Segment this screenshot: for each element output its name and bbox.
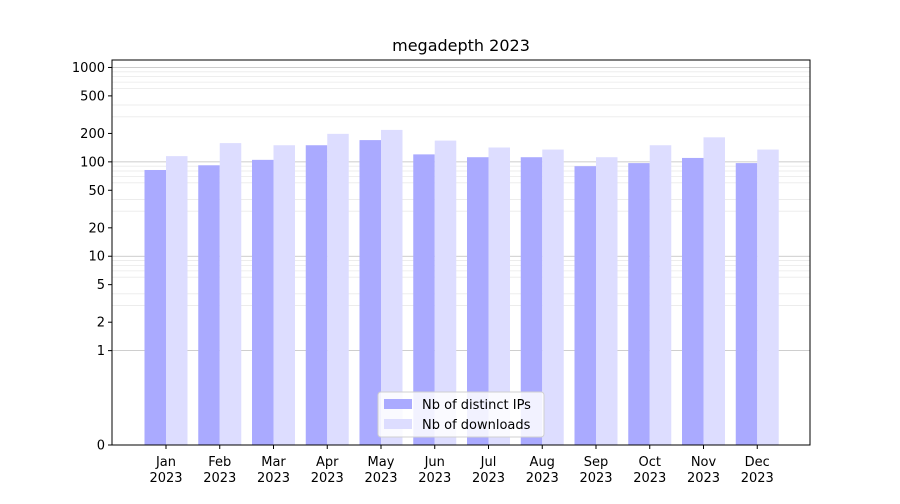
bar-downloads <box>434 140 457 445</box>
x-tick-label-month: Oct <box>639 455 661 470</box>
y-tick-label: 5 <box>97 278 105 293</box>
bar-distinct-ips <box>198 165 220 445</box>
x-tick-label-year: 2023 <box>687 471 720 486</box>
bar-downloads <box>542 149 564 445</box>
x-tick-label-year: 2023 <box>257 471 290 486</box>
x-tick-label: Sep 2023 <box>579 455 612 486</box>
x-tick-label-month: Jan <box>155 455 176 470</box>
x-tick-label-month: Dec <box>745 455 770 470</box>
y-tick-label: 100 <box>80 155 105 170</box>
legend-label: Nb of downloads <box>422 418 531 433</box>
x-tick-label-month: Nov <box>691 455 717 470</box>
x-tick-label: Aug 2023 <box>526 455 559 486</box>
y-tick-label: 50 <box>88 184 105 199</box>
y-tick-label: 1000 <box>72 61 105 76</box>
x-tick-label: Nov 2023 <box>687 455 720 486</box>
bar-distinct-ips <box>144 169 166 446</box>
legend-label: Nb of distinct IPs <box>422 398 531 413</box>
bar-distinct-ips <box>252 159 274 446</box>
y-tick-label: 500 <box>80 89 105 104</box>
x-tick-label-year: 2023 <box>149 471 182 486</box>
bar-downloads <box>703 137 725 446</box>
x-tick-label: Jun 2023 <box>418 455 451 486</box>
plot-frame <box>111 59 811 446</box>
x-tick-label-month: May <box>368 455 395 470</box>
bars <box>144 129 779 446</box>
x-tick-label: Feb 2023 <box>203 455 236 486</box>
bar-distinct-ips <box>574 166 596 445</box>
legend-box <box>377 391 545 438</box>
x-tick-label-month: Jun <box>424 455 445 470</box>
x-tick-label-year: 2023 <box>741 471 774 486</box>
y-tick-label: 10 <box>88 250 105 265</box>
x-tick-label-year: 2023 <box>526 471 559 486</box>
x-tick-label: Apr 2023 <box>311 455 344 486</box>
bar-distinct-ips <box>413 154 435 445</box>
bar-distinct-ips <box>359 140 381 445</box>
x-tick-label-year: 2023 <box>633 471 666 486</box>
bar-distinct-ips <box>682 157 704 445</box>
bar-distinct-ips <box>628 163 650 445</box>
bar-downloads <box>219 143 242 445</box>
y-tick-label: 200 <box>80 127 105 142</box>
x-tick-label: Dec 2023 <box>741 455 774 486</box>
bar-distinct-ips <box>520 157 543 446</box>
x-tick-label-year: 2023 <box>364 471 397 486</box>
x-tick-label-year: 2023 <box>418 471 451 486</box>
bar-downloads <box>381 129 403 446</box>
x-tick-label: Jul 2023 <box>472 455 505 486</box>
x-tick-label-month: Sep <box>584 455 609 470</box>
y-tick-label: 1 <box>97 344 105 359</box>
y-tick-label: 20 <box>88 221 105 236</box>
bar-downloads <box>488 147 510 445</box>
x-tick-label-month: Jul <box>480 455 497 470</box>
y-axis: 0 1 2 5 10 20 50 100 200 500 1000 <box>72 61 112 454</box>
legend-swatch <box>384 419 412 429</box>
x-tick-label-year: 2023 <box>311 471 344 486</box>
legend-swatch <box>384 399 412 409</box>
x-tick-label-year: 2023 <box>579 471 612 486</box>
x-tick-label-month: Aug <box>530 455 555 470</box>
bar-downloads <box>757 149 779 445</box>
legend: Nb of distinct IPs Nb of downloads <box>377 391 545 438</box>
chart-title: megadepth 2023 <box>392 36 530 55</box>
x-tick-label-year: 2023 <box>472 471 505 486</box>
bar-distinct-ips <box>467 157 489 446</box>
y-tick-label: 2 <box>97 316 105 331</box>
x-tick-label: Oct 2023 <box>633 455 666 486</box>
x-tick-label: Jan 2023 <box>149 455 182 486</box>
bar-distinct-ips <box>305 145 328 445</box>
bar-distinct-ips <box>735 163 758 445</box>
x-tick-label: May 2023 <box>364 455 397 486</box>
bar-downloads <box>166 156 188 446</box>
bar-downloads <box>273 145 295 445</box>
bar-downloads <box>596 157 618 446</box>
x-tick-label: Mar 2023 <box>257 455 290 486</box>
x-tick-label-month: Feb <box>208 455 231 470</box>
x-tick-label-year: 2023 <box>203 471 236 486</box>
bar-downloads <box>327 133 349 446</box>
bar-downloads <box>649 145 672 445</box>
x-tick-label-month: Apr <box>316 455 339 470</box>
y-tick-label: 0 <box>97 439 105 454</box>
x-tick-label-month: Mar <box>261 455 286 470</box>
